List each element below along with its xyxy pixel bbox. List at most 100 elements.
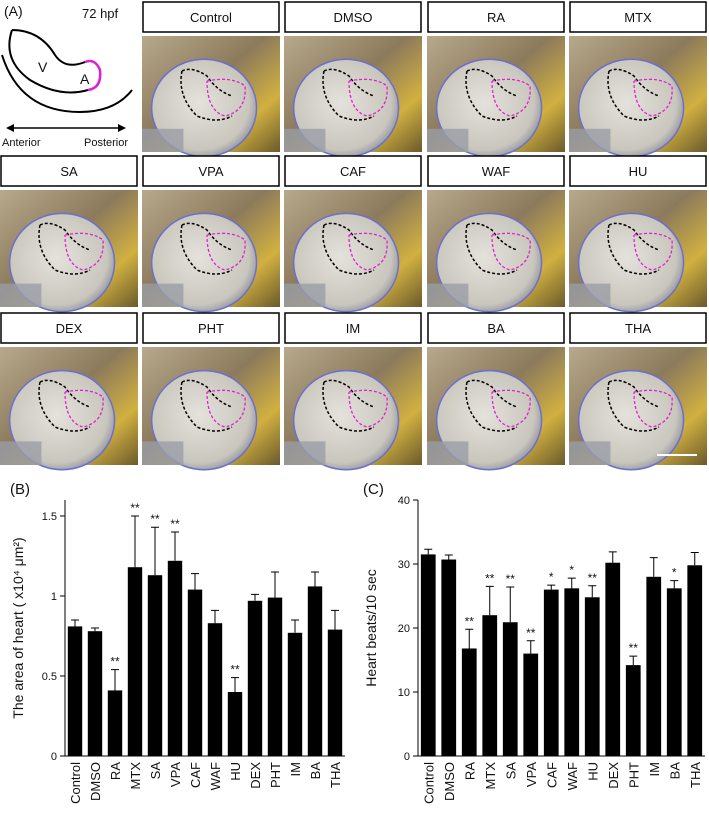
atrium-outline: [491, 389, 531, 428]
x-tick-label: DMSO: [88, 762, 103, 801]
atrium-outline: [633, 78, 673, 117]
error-bar: [271, 571, 279, 598]
ventricle-outline: [607, 222, 660, 275]
y-axis-label: Heart beats/10 sec: [363, 569, 379, 687]
background-dish: [284, 441, 326, 465]
x-tick-label: DEX: [248, 762, 263, 789]
label-box: [569, 155, 707, 187]
y-tick-label: 40: [398, 495, 410, 507]
embryo-image: [284, 190, 422, 313]
significance: **: [465, 614, 475, 628]
background-dish: [427, 441, 469, 465]
heart-outline: [11, 29, 86, 66]
significance: *: [549, 570, 554, 584]
x-tick-label: RA: [108, 762, 123, 780]
bar: [267, 597, 283, 756]
label-box: [427, 312, 565, 344]
error-bar: [465, 628, 474, 649]
bar: [666, 588, 682, 756]
label-box: [0, 155, 138, 187]
x-tick-label: SA: [503, 762, 518, 780]
significance: **: [629, 641, 639, 655]
bar: [482, 615, 498, 756]
error-bar: [111, 669, 119, 691]
embryo-image: [142, 190, 280, 313]
schematic: (A) 72 hpf V A Anterior Posterior: [1, 3, 133, 149]
bar: [147, 575, 163, 756]
embryo-image: [427, 347, 565, 471]
image-label: DEX: [56, 321, 83, 336]
atrium-outline: [206, 232, 246, 271]
image-label: SA: [60, 164, 78, 179]
image-label: DMSO: [334, 10, 373, 25]
error-bar: [191, 573, 199, 590]
bar: [187, 589, 203, 756]
background-dish: [427, 283, 469, 307]
bar-chart: (B) The area of heart ( x10⁴ μm²) 0 0.5 1 1.5…: [10, 481, 345, 804]
bar: [461, 648, 477, 756]
bar: [67, 626, 83, 756]
panel-label: (C): [363, 481, 384, 498]
background-dish: [284, 128, 326, 152]
x-tick-label: PHT: [268, 762, 283, 788]
embryo-image: [284, 36, 422, 158]
ventricle-outline: [322, 222, 375, 275]
error-bar: [670, 580, 679, 589]
x-tick-label: CAF: [188, 762, 203, 788]
panel-label: (A): [4, 3, 23, 19]
bar: [441, 559, 457, 756]
significance: **: [588, 571, 598, 585]
x-tick-label: VPA: [168, 762, 183, 787]
significance: *: [672, 566, 677, 580]
ventricle-outline: [465, 222, 518, 275]
error-bar: [311, 571, 319, 587]
error-bar: [526, 640, 535, 654]
x-tick-label: THA: [328, 762, 343, 788]
image-label: HU: [629, 164, 648, 179]
label-box: [284, 1, 422, 33]
x-tick-label: Control: [68, 762, 83, 804]
bar: [420, 554, 436, 756]
image-label: RA: [487, 10, 505, 25]
embryo-image: [427, 190, 565, 313]
x-tick-label: CAF: [544, 762, 559, 788]
bar: [167, 560, 183, 756]
atrium-outline: [84, 59, 102, 92]
ventricle-outline: [180, 222, 233, 275]
ventricle-label: V: [38, 59, 48, 75]
embryo-image: [142, 347, 280, 471]
background-dish: [0, 441, 42, 465]
error-bar: [91, 627, 99, 632]
atrium-outline: [491, 232, 531, 271]
significance: **: [150, 512, 160, 526]
label-box: [569, 1, 707, 33]
error-bar: [231, 677, 239, 692]
significance: **: [230, 663, 240, 677]
background-dish: [284, 283, 326, 307]
bar: [564, 588, 580, 756]
y-tick-label: 0: [51, 751, 57, 763]
bar: [605, 562, 621, 756]
error-bar: [506, 586, 515, 623]
bar: [87, 631, 103, 756]
embryo-image: [0, 190, 138, 313]
posterior-label: Posterior: [84, 137, 128, 149]
ventricle-outline: [38, 379, 91, 432]
bar: [543, 589, 559, 756]
x-tick-label: HU: [228, 762, 243, 781]
x-tick-label: Control: [421, 762, 436, 804]
ventricle-outline: [607, 379, 660, 432]
x-tick-label: RA: [462, 762, 477, 780]
x-tick-label: WAF: [565, 762, 580, 790]
bar: [523, 653, 539, 756]
embryo-image: [569, 347, 707, 471]
x-tick-label: BA: [667, 762, 682, 780]
embryo-image: [569, 190, 707, 313]
anterior-label: Anterior: [2, 137, 41, 149]
y-tick-label: 20: [398, 623, 410, 635]
error-bar: [151, 526, 159, 576]
bar: [646, 576, 662, 756]
error-bar: [649, 557, 658, 577]
ventricle-outline: [322, 68, 375, 121]
bar-chart: (C) Heart beats/10 sec 0 10 20 30 40 Control DMS…: [363, 481, 705, 804]
